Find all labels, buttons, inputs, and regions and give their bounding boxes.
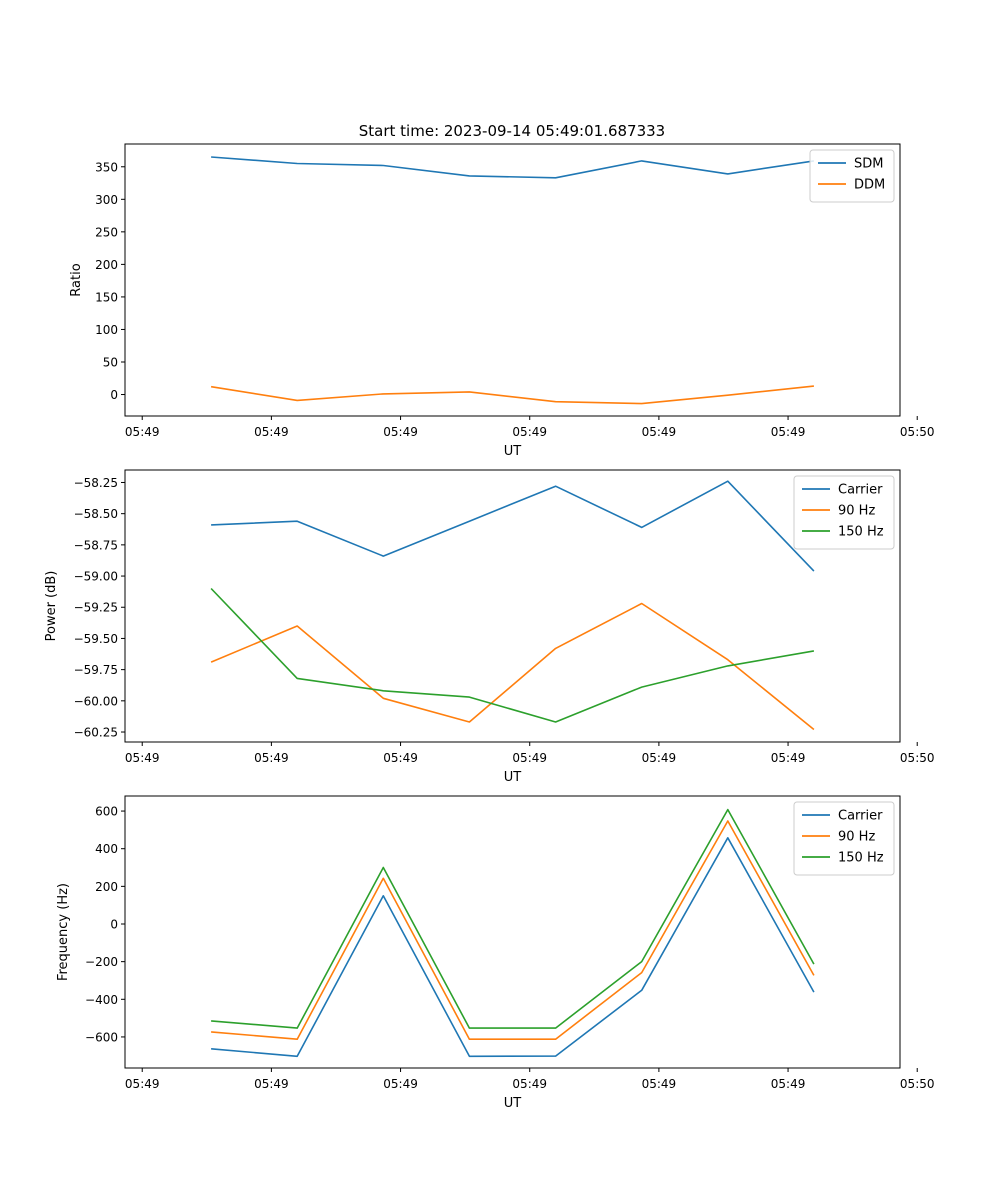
y-tick-label: 50 xyxy=(103,355,118,369)
x-tick-label: 05:49 xyxy=(771,751,806,765)
x-axis-label: UT xyxy=(504,444,522,459)
x-tick-label: 05:49 xyxy=(383,425,418,439)
x-tick-label: 05:49 xyxy=(254,425,289,439)
series-line-sdm xyxy=(211,156,815,179)
x-tick-label: 05:49 xyxy=(512,751,547,765)
y-tick-label: 100 xyxy=(95,323,118,337)
x-tick-label: 05:49 xyxy=(254,751,289,765)
y-tick-label: −200 xyxy=(85,955,118,969)
legend: Carrier 90 Hz 150 Hz xyxy=(793,475,895,550)
legend-label: 150 Hz xyxy=(838,525,884,540)
legend: Carrier 90 Hz 150 Hz xyxy=(793,801,895,876)
x-tick-label: 05:49 xyxy=(512,1077,547,1091)
x-tick-label: 05:49 xyxy=(771,1077,806,1091)
y-tick-label: 0 xyxy=(110,918,118,932)
legend-label: Carrier xyxy=(838,809,883,824)
y-axis-label: Ratio xyxy=(69,263,84,296)
axes-frame xyxy=(124,469,901,743)
axes-frame xyxy=(124,143,901,417)
x-tick-label: 05:49 xyxy=(642,751,677,765)
legend-label: 150 Hz xyxy=(838,851,884,866)
y-tick-label: 300 xyxy=(95,193,118,207)
y-axis-label: Power (dB) xyxy=(44,571,59,642)
y-tick-label: −400 xyxy=(85,993,118,1007)
y-tick-label: −59.25 xyxy=(74,601,118,615)
series-line-ddm xyxy=(210,385,814,405)
y-tick-label: −600 xyxy=(85,1030,118,1044)
x-tick-label: 05:49 xyxy=(125,425,160,439)
x-tick-label: 05:49 xyxy=(254,1077,289,1091)
x-tick-label: 05:49 xyxy=(771,425,806,439)
legend: SDM DDM xyxy=(809,149,895,203)
series-line-150-hz xyxy=(211,808,815,1029)
x-tick-label: 05:49 xyxy=(512,425,547,439)
y-tick-label: −58.50 xyxy=(74,507,118,521)
legend-label: DDM xyxy=(854,178,885,193)
chart-title: Start time: 2023-09-14 05:49:01.687333 xyxy=(359,122,665,140)
x-tick-label: 05:50 xyxy=(900,751,935,765)
x-tick-label: 05:50 xyxy=(900,425,935,439)
x-tick-label: 05:50 xyxy=(900,1077,935,1091)
x-tick-label: 05:49 xyxy=(125,1077,160,1091)
x-tick-label: 05:49 xyxy=(383,751,418,765)
series-line-90-hz xyxy=(210,602,815,731)
chart-panel-1: 05:49 05:49 05:49 05:49 05:49 05:49 05:50 0 50 10… xyxy=(69,143,935,459)
y-tick-label: 250 xyxy=(95,225,118,239)
x-tick-label: 05:49 xyxy=(383,1077,418,1091)
legend-label: 90 Hz xyxy=(838,830,875,845)
legend-label: SDM xyxy=(854,157,883,172)
y-tick-label: 200 xyxy=(95,258,118,272)
x-tick-label: 05:49 xyxy=(642,425,677,439)
y-tick-label: 200 xyxy=(95,880,118,894)
y-tick-label: −58.75 xyxy=(74,538,118,552)
y-tick-label: 0 xyxy=(110,388,118,402)
y-tick-label: −60.25 xyxy=(74,726,118,740)
x-axis-label: UT xyxy=(504,1096,522,1111)
x-tick-label: 05:49 xyxy=(642,1077,677,1091)
chart-panel-2: 05:49 05:49 05:49 05:49 05:49 05:49 05:50 −58.2… xyxy=(44,469,935,785)
y-tick-label: 600 xyxy=(95,805,118,819)
y-tick-label: −58.25 xyxy=(74,476,118,490)
y-axis-label: Frequency (Hz) xyxy=(56,883,71,981)
y-tick-label: −59.75 xyxy=(74,663,118,677)
y-tick-label: −59.50 xyxy=(74,632,118,646)
y-tick-label: −59.00 xyxy=(74,570,118,584)
legend-label: Carrier xyxy=(838,483,883,498)
legend-label: 90 Hz xyxy=(838,504,875,519)
y-tick-label: −60.00 xyxy=(74,694,118,708)
chart-panel-3: 05:49 05:49 05:49 05:49 05:49 05:49 05:50 −600 −… xyxy=(56,795,935,1111)
series-line-90-hz xyxy=(211,820,815,1040)
axes-frame xyxy=(124,795,901,1069)
x-tick-label: 05:49 xyxy=(125,751,160,765)
y-tick-label: 350 xyxy=(95,160,118,174)
y-tick-label: 400 xyxy=(95,842,118,856)
y-tick-label: 150 xyxy=(95,290,118,304)
series-line-carrier xyxy=(211,480,815,572)
series-line-150-hz xyxy=(210,587,815,723)
series-line-carrier xyxy=(211,836,815,1058)
x-axis-label: UT xyxy=(504,770,522,785)
